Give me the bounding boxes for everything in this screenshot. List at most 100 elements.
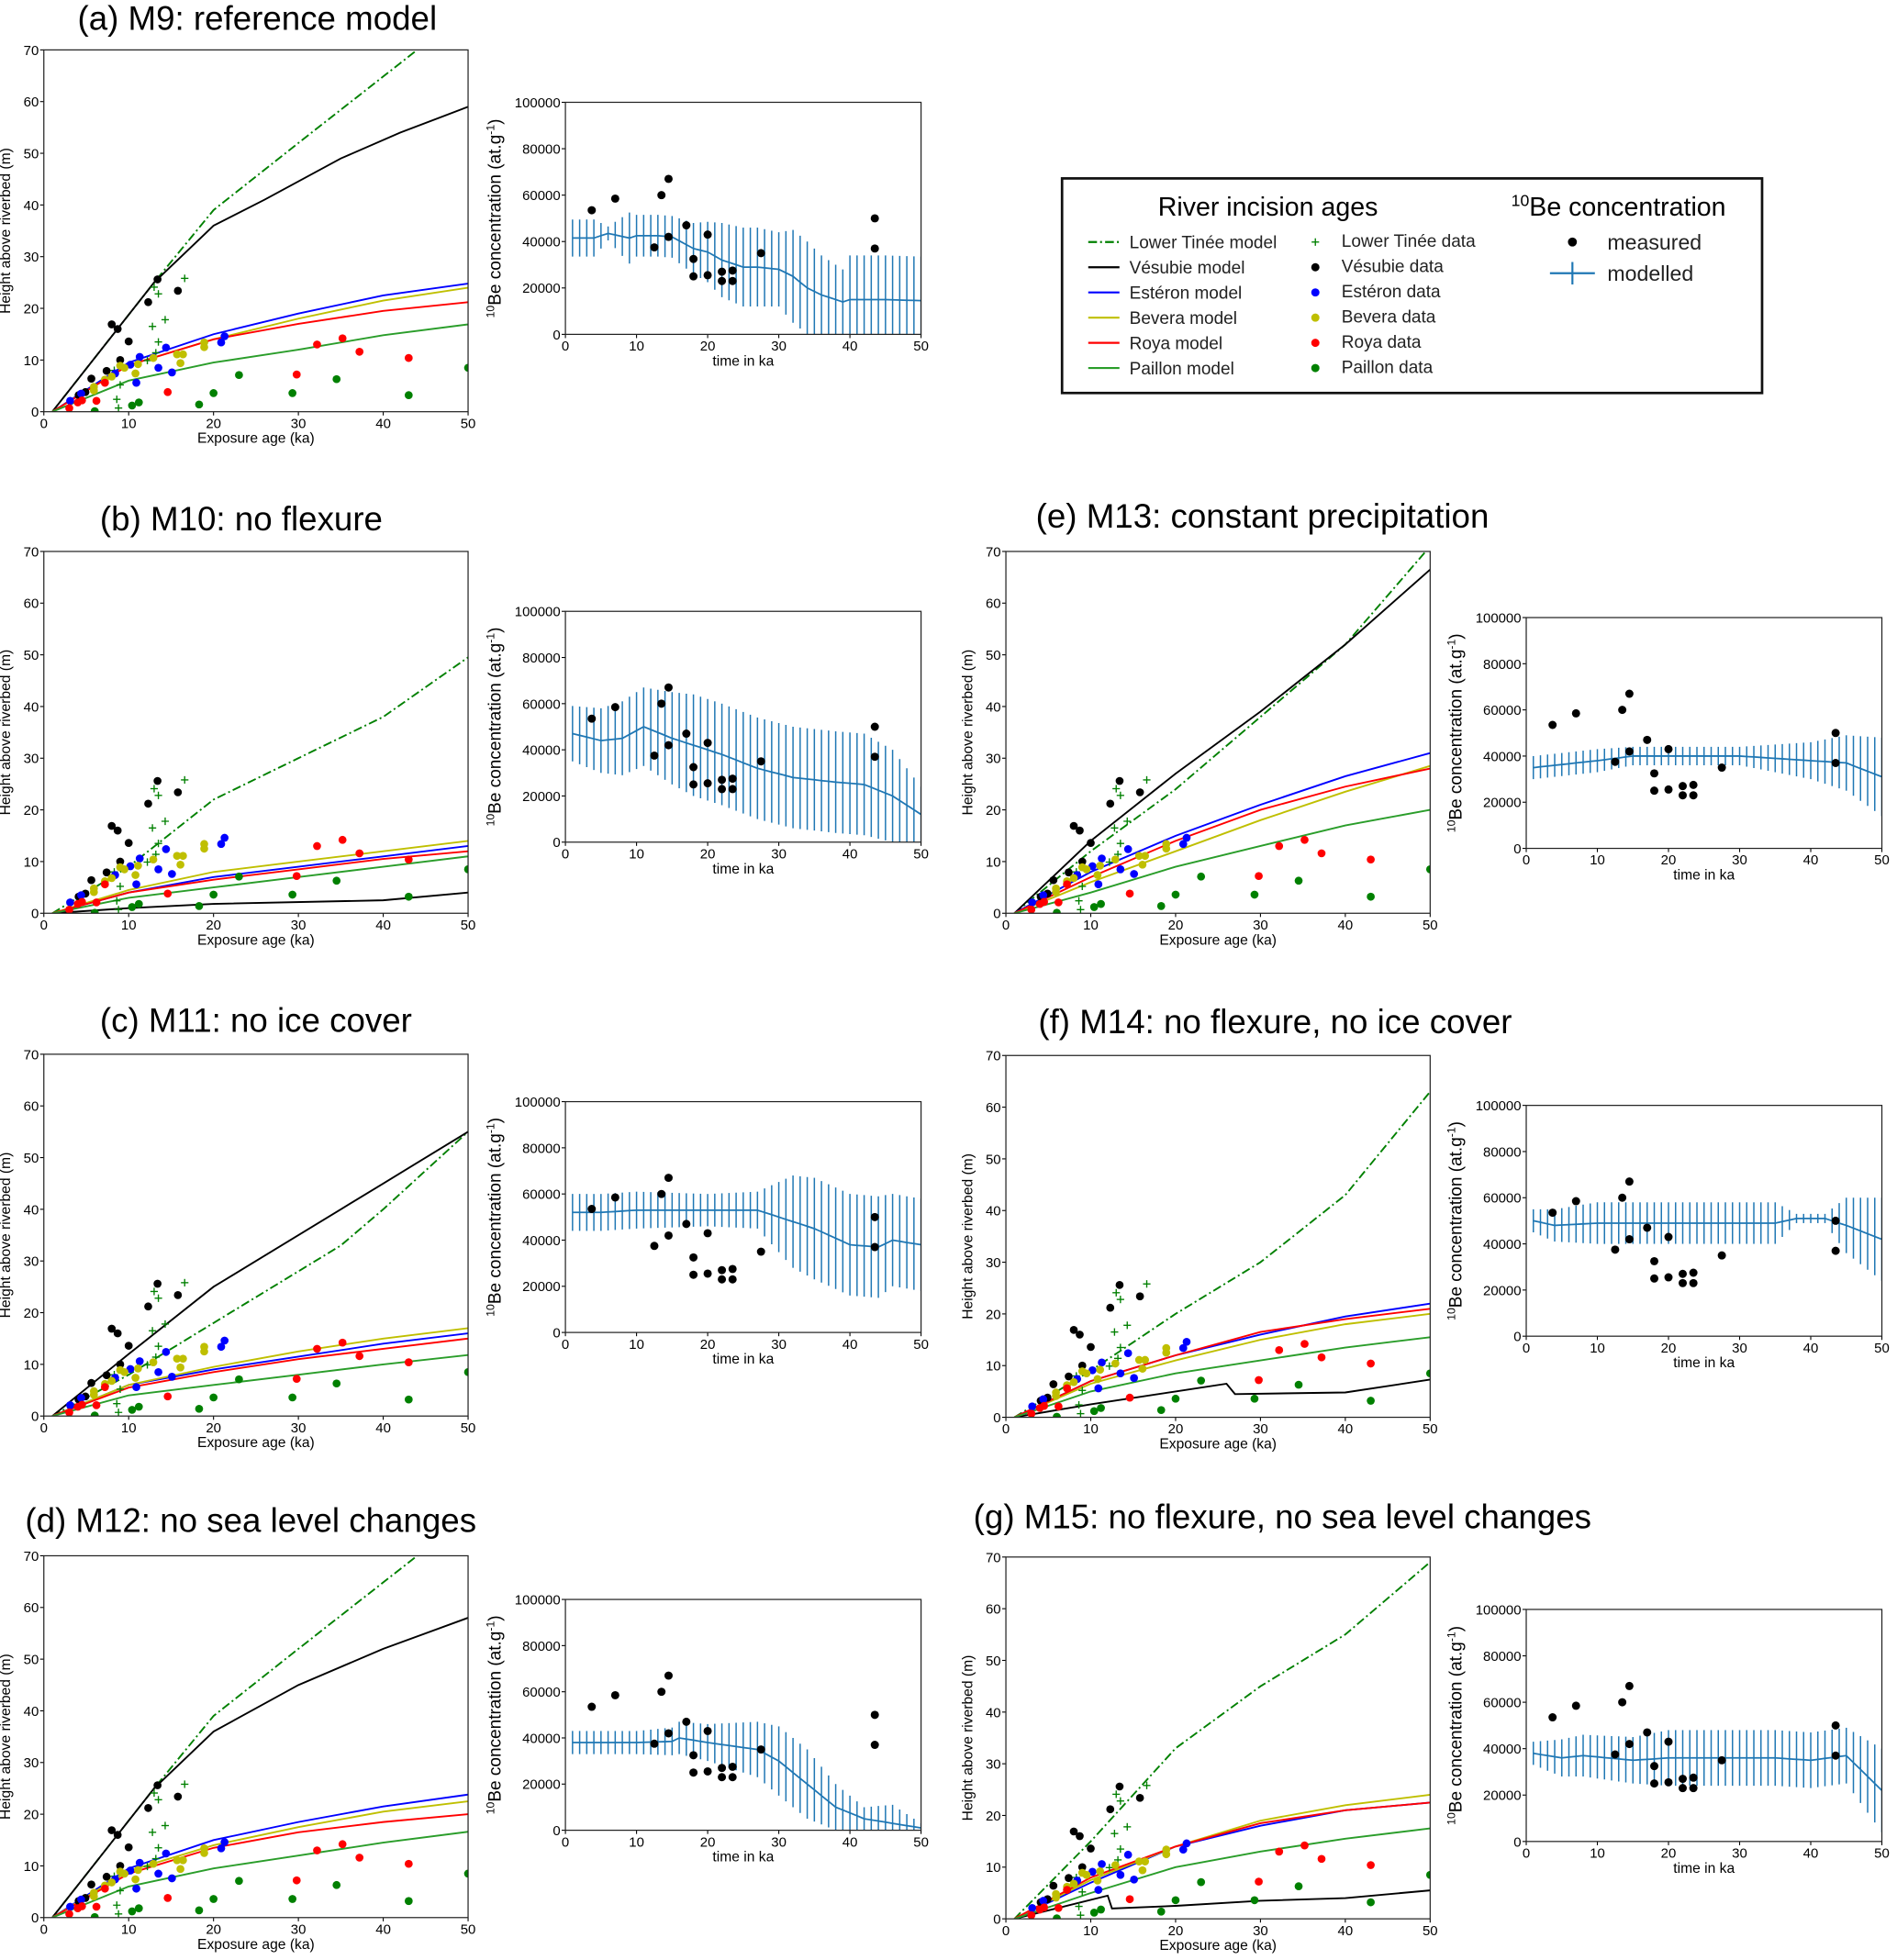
roya-data-point (1317, 1353, 1326, 1362)
roya-data-point (1035, 1905, 1044, 1914)
tinee-data-point (1112, 785, 1121, 793)
be10-chart: 0 10 20 30 40 50 0 20000 40000 60000 80000 100000 ti… (485, 605, 929, 877)
x-tick-label: 20 (700, 846, 716, 862)
x-tick-label: 20 (206, 1420, 221, 1436)
x-tick-label: 50 (1423, 918, 1438, 933)
measured-concentration-point (1717, 763, 1726, 773)
y-tick-label: 70 (24, 1549, 39, 1565)
tinee-data-point (154, 840, 162, 848)
measured-concentration-point (718, 1275, 727, 1284)
y-axis-label-sup: 10 (1445, 819, 1458, 832)
roya-data-point (1027, 1409, 1036, 1418)
x-tick-label: 0 (1523, 1341, 1530, 1356)
tinee-data-point (149, 1327, 157, 1335)
tinee-data-point (1116, 1296, 1124, 1304)
x-tick-label: 20 (206, 416, 221, 431)
incision-chart: 0 10 20 30 40 50 0 10 20 30 40 50 60 70 Exposure age (… (0, 544, 475, 948)
measured-concentration-point (728, 785, 737, 794)
y-tick-label: 30 (986, 1255, 1001, 1271)
esteron-data-point (1116, 1870, 1125, 1879)
vesubie-data-point (1106, 1303, 1115, 1312)
x-tick-label: 50 (461, 918, 476, 933)
x-axis-label: time in ka (712, 353, 774, 369)
tinee-model-line (51, 1130, 469, 1417)
y-tick-label: 20000 (522, 1279, 561, 1295)
y-axis-label: 10Be concentration (at.g-1) (485, 1118, 506, 1317)
measured-concentration-point (870, 1710, 879, 1720)
roya-data-point (1055, 898, 1063, 907)
measured-concentration-point (650, 751, 659, 760)
roya-data-point (1063, 1384, 1071, 1393)
incision-chart-frame (43, 551, 469, 914)
legend-be-title-sup: 10 (1512, 191, 1530, 209)
x-tick-label: 50 (913, 339, 929, 354)
esteron-data-point (1088, 1867, 1097, 1876)
tinee-data-point (116, 381, 125, 389)
bevera-data-point (173, 852, 182, 861)
vesubie-data-point (1077, 1863, 1087, 1872)
measured-concentration-point (703, 1269, 712, 1278)
legend-model-label: Lower Tinée model (1130, 234, 1278, 253)
plot-area (51, 50, 469, 412)
measured-concentration-point (728, 1264, 737, 1274)
plot-area (572, 1671, 921, 1831)
modelled-concentration-line (1533, 1752, 1882, 1791)
y-axis-label-main: Be concentration (at.g (485, 1631, 505, 1802)
paillon-data-point (1053, 908, 1061, 914)
esteron-data-point (1182, 833, 1191, 842)
y-tick-label: 0 (1513, 1834, 1521, 1850)
x-tick-label: 30 (291, 918, 307, 933)
bevera-data-point (1096, 1365, 1105, 1375)
x-tick-label: 0 (40, 1921, 48, 1937)
vesubie-model-line (1014, 1378, 1431, 1418)
measured-concentration-point (664, 683, 673, 692)
x-tick-label: 30 (771, 1834, 787, 1850)
bevera-data-point (176, 359, 184, 368)
y-axis-label-sup: 10 (485, 306, 497, 318)
paillon-data-point (195, 1404, 204, 1413)
measured-concentration-point (1679, 1269, 1688, 1278)
measured-concentration-point (870, 752, 879, 762)
vesubie-data-point (1115, 1281, 1124, 1289)
measured-concentration-point (1571, 708, 1580, 718)
x-tick-label: 50 (913, 846, 929, 862)
measured-concentration-point (682, 1717, 691, 1726)
paillon-data-point (1250, 1394, 1259, 1403)
y-tick-label: 10 (24, 1357, 39, 1373)
esteron-data-point (1178, 1845, 1188, 1854)
vesubie-data-point (116, 1360, 125, 1369)
x-tick-label: 10 (1083, 918, 1099, 933)
tinee-data-point (1078, 1386, 1087, 1395)
bevera-data-point (1162, 1850, 1171, 1859)
incision-chart: 0 10 20 30 40 50 0 10 20 30 40 50 60 70 Exposure age (… (960, 544, 1437, 948)
measured-concentration-point (1618, 1698, 1627, 1707)
panel-title: (b) M10: no flexure (100, 500, 383, 538)
y-tick-label: 30 (986, 752, 1001, 767)
measured-concentration-point (682, 1219, 691, 1229)
y-tick-label: 70 (24, 1047, 39, 1063)
panel-a: (a) M9: reference model 0 10 20 30 40 50 0 10 20 3… (0, 0, 929, 447)
bevera-data-point (173, 1855, 182, 1865)
y-tick-label: 100000 (515, 1593, 561, 1609)
measured-concentration-point (1664, 785, 1673, 794)
paillon-data-point (288, 1895, 297, 1903)
x-tick-label: 0 (40, 416, 48, 431)
tinee-data-point (1110, 824, 1119, 832)
plot-area (1533, 689, 1882, 817)
roya-data-point (65, 905, 73, 914)
incision-chart: 0 10 20 30 40 50 0 10 20 30 40 50 60 70 Exposure age (… (0, 43, 475, 447)
tinee-data-point (1112, 1288, 1121, 1297)
bevera-data-point (200, 1347, 208, 1356)
panel-title: (f) M14: no flexure, no ice cover (1038, 1003, 1512, 1041)
esteron-data-point (1130, 870, 1139, 878)
tinee-data-point (1075, 1400, 1083, 1409)
measured-concentration-point (1664, 744, 1673, 753)
paillon-data-point (332, 876, 341, 885)
bevera-data-point (1134, 1355, 1144, 1364)
tinee-data-point (150, 1788, 159, 1798)
y-tick-label: 80000 (1483, 1649, 1522, 1665)
bevera-data-point (179, 1855, 187, 1865)
measured-concentration-point (1650, 1256, 1659, 1265)
be10-chart-frame (564, 610, 922, 843)
vesubie-data-point (153, 275, 162, 284)
